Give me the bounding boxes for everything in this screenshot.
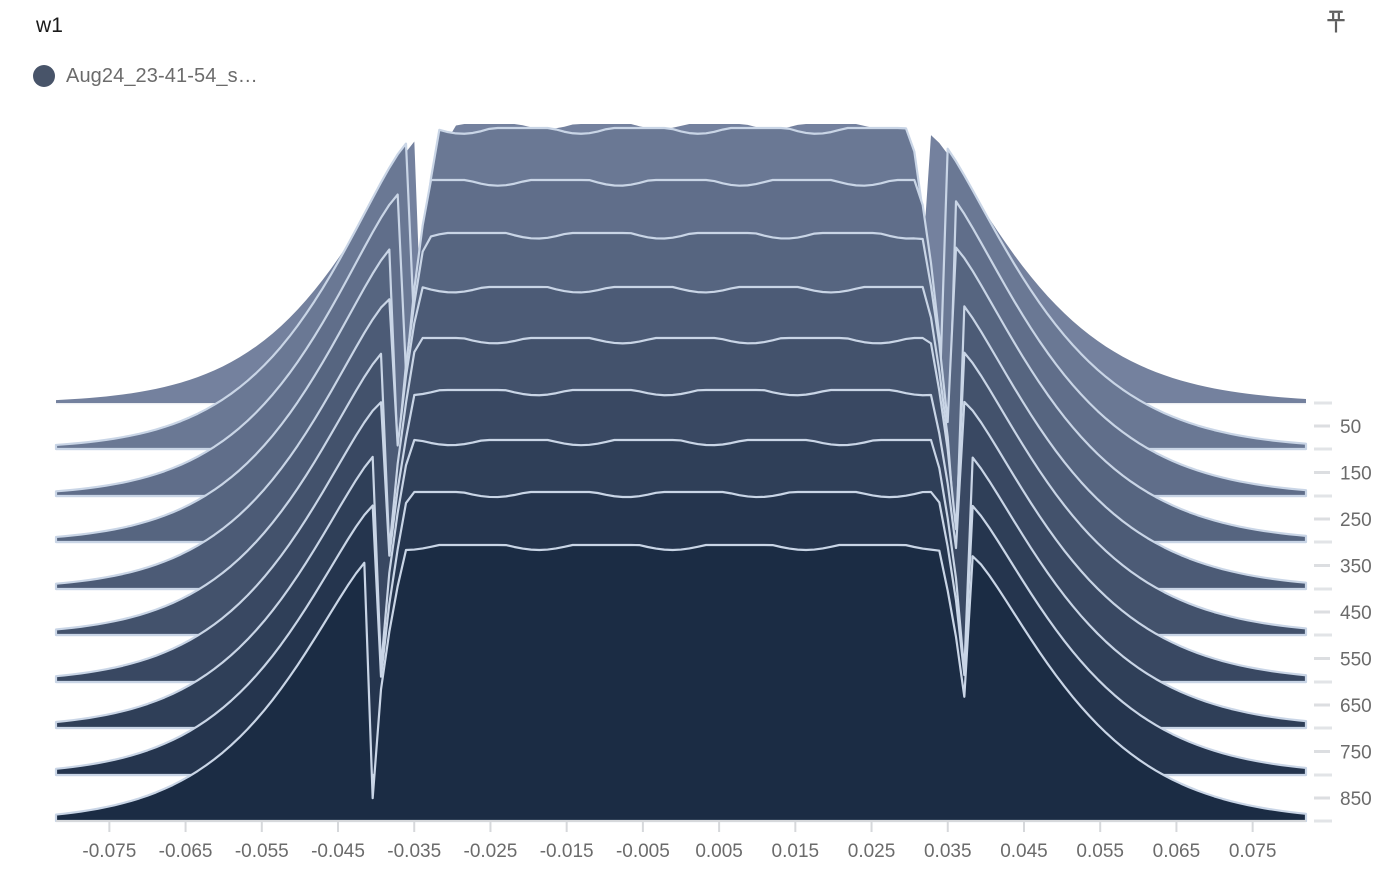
x-tick-label: 0.075 [1229, 841, 1277, 862]
x-tick-label: -0.055 [235, 841, 289, 862]
ridge-50 [54, 126, 1308, 451]
x-tick-label: 0.055 [1076, 841, 1124, 862]
y-tick-label: 550 [1340, 650, 1372, 671]
page-title: w1 [36, 14, 64, 37]
x-axis: -0.075 -0.065 -0.055 -0.045 -0.035 -0.025 -0.0… [56, 820, 1306, 862]
ridge-850 [54, 543, 1308, 823]
ridge-area [54, 285, 1308, 591]
x-tick-label: 0.025 [848, 841, 896, 862]
y-tick-label: 350 [1340, 557, 1372, 578]
y-tick-label: 850 [1340, 789, 1372, 810]
x-tick-label: 0.015 [772, 841, 820, 862]
ridge-area [54, 126, 1308, 451]
ridge-area [54, 438, 1308, 730]
ridge-area [56, 124, 1306, 403]
ridge-area [54, 490, 1308, 777]
ridge-750 [54, 490, 1308, 777]
ridge-450 [54, 336, 1308, 637]
ridge-350 [54, 285, 1308, 591]
legend[interactable]: Aug24_23-41-54_s… [33, 64, 258, 88]
y-tick-label: 50 [1340, 417, 1361, 438]
ridge-0 [56, 124, 1306, 403]
x-tick-label: 0.035 [924, 841, 972, 862]
ridge-150 [54, 178, 1308, 498]
x-tick-label: -0.065 [159, 841, 213, 862]
ridge-area [54, 388, 1308, 684]
y-axis: 50 150 250 350 450 550 650 750 850 [1314, 401, 1372, 823]
x-tick-label: 0.005 [695, 841, 743, 862]
x-tick-label: 0.065 [1153, 841, 1201, 862]
ridge-650 [54, 438, 1308, 730]
x-tick-label: -0.005 [616, 841, 670, 862]
x-tick-label: 0.045 [1000, 841, 1048, 862]
y-tick-label: 750 [1340, 743, 1372, 764]
y-tick-label: 450 [1340, 603, 1372, 624]
ridge-area [54, 231, 1308, 544]
x-tick-label: -0.045 [311, 841, 365, 862]
ridge-area [54, 178, 1308, 498]
x-tick-label: -0.015 [540, 841, 594, 862]
legend-swatch-0 [33, 65, 55, 87]
panel-header: w1 Aug24_23-41-54_s… [0, 0, 1398, 108]
x-tick-label: -0.035 [387, 841, 441, 862]
pushpin-icon[interactable] [1320, 6, 1352, 38]
x-tick-label: -0.075 [82, 841, 136, 862]
y-tick-label: 650 [1340, 696, 1372, 717]
y-tick-label: 250 [1340, 510, 1372, 531]
legend-label-0: Aug24_23-41-54_s… [66, 65, 258, 87]
ridge-250 [54, 231, 1308, 544]
ridge-area [54, 336, 1308, 637]
ridge-550 [54, 388, 1308, 684]
ridge-area [54, 543, 1308, 823]
x-tick-label: -0.025 [464, 841, 518, 862]
ridge-areas [54, 124, 1308, 823]
y-tick-label: 150 [1340, 464, 1372, 485]
grid-lines [56, 401, 1306, 777]
